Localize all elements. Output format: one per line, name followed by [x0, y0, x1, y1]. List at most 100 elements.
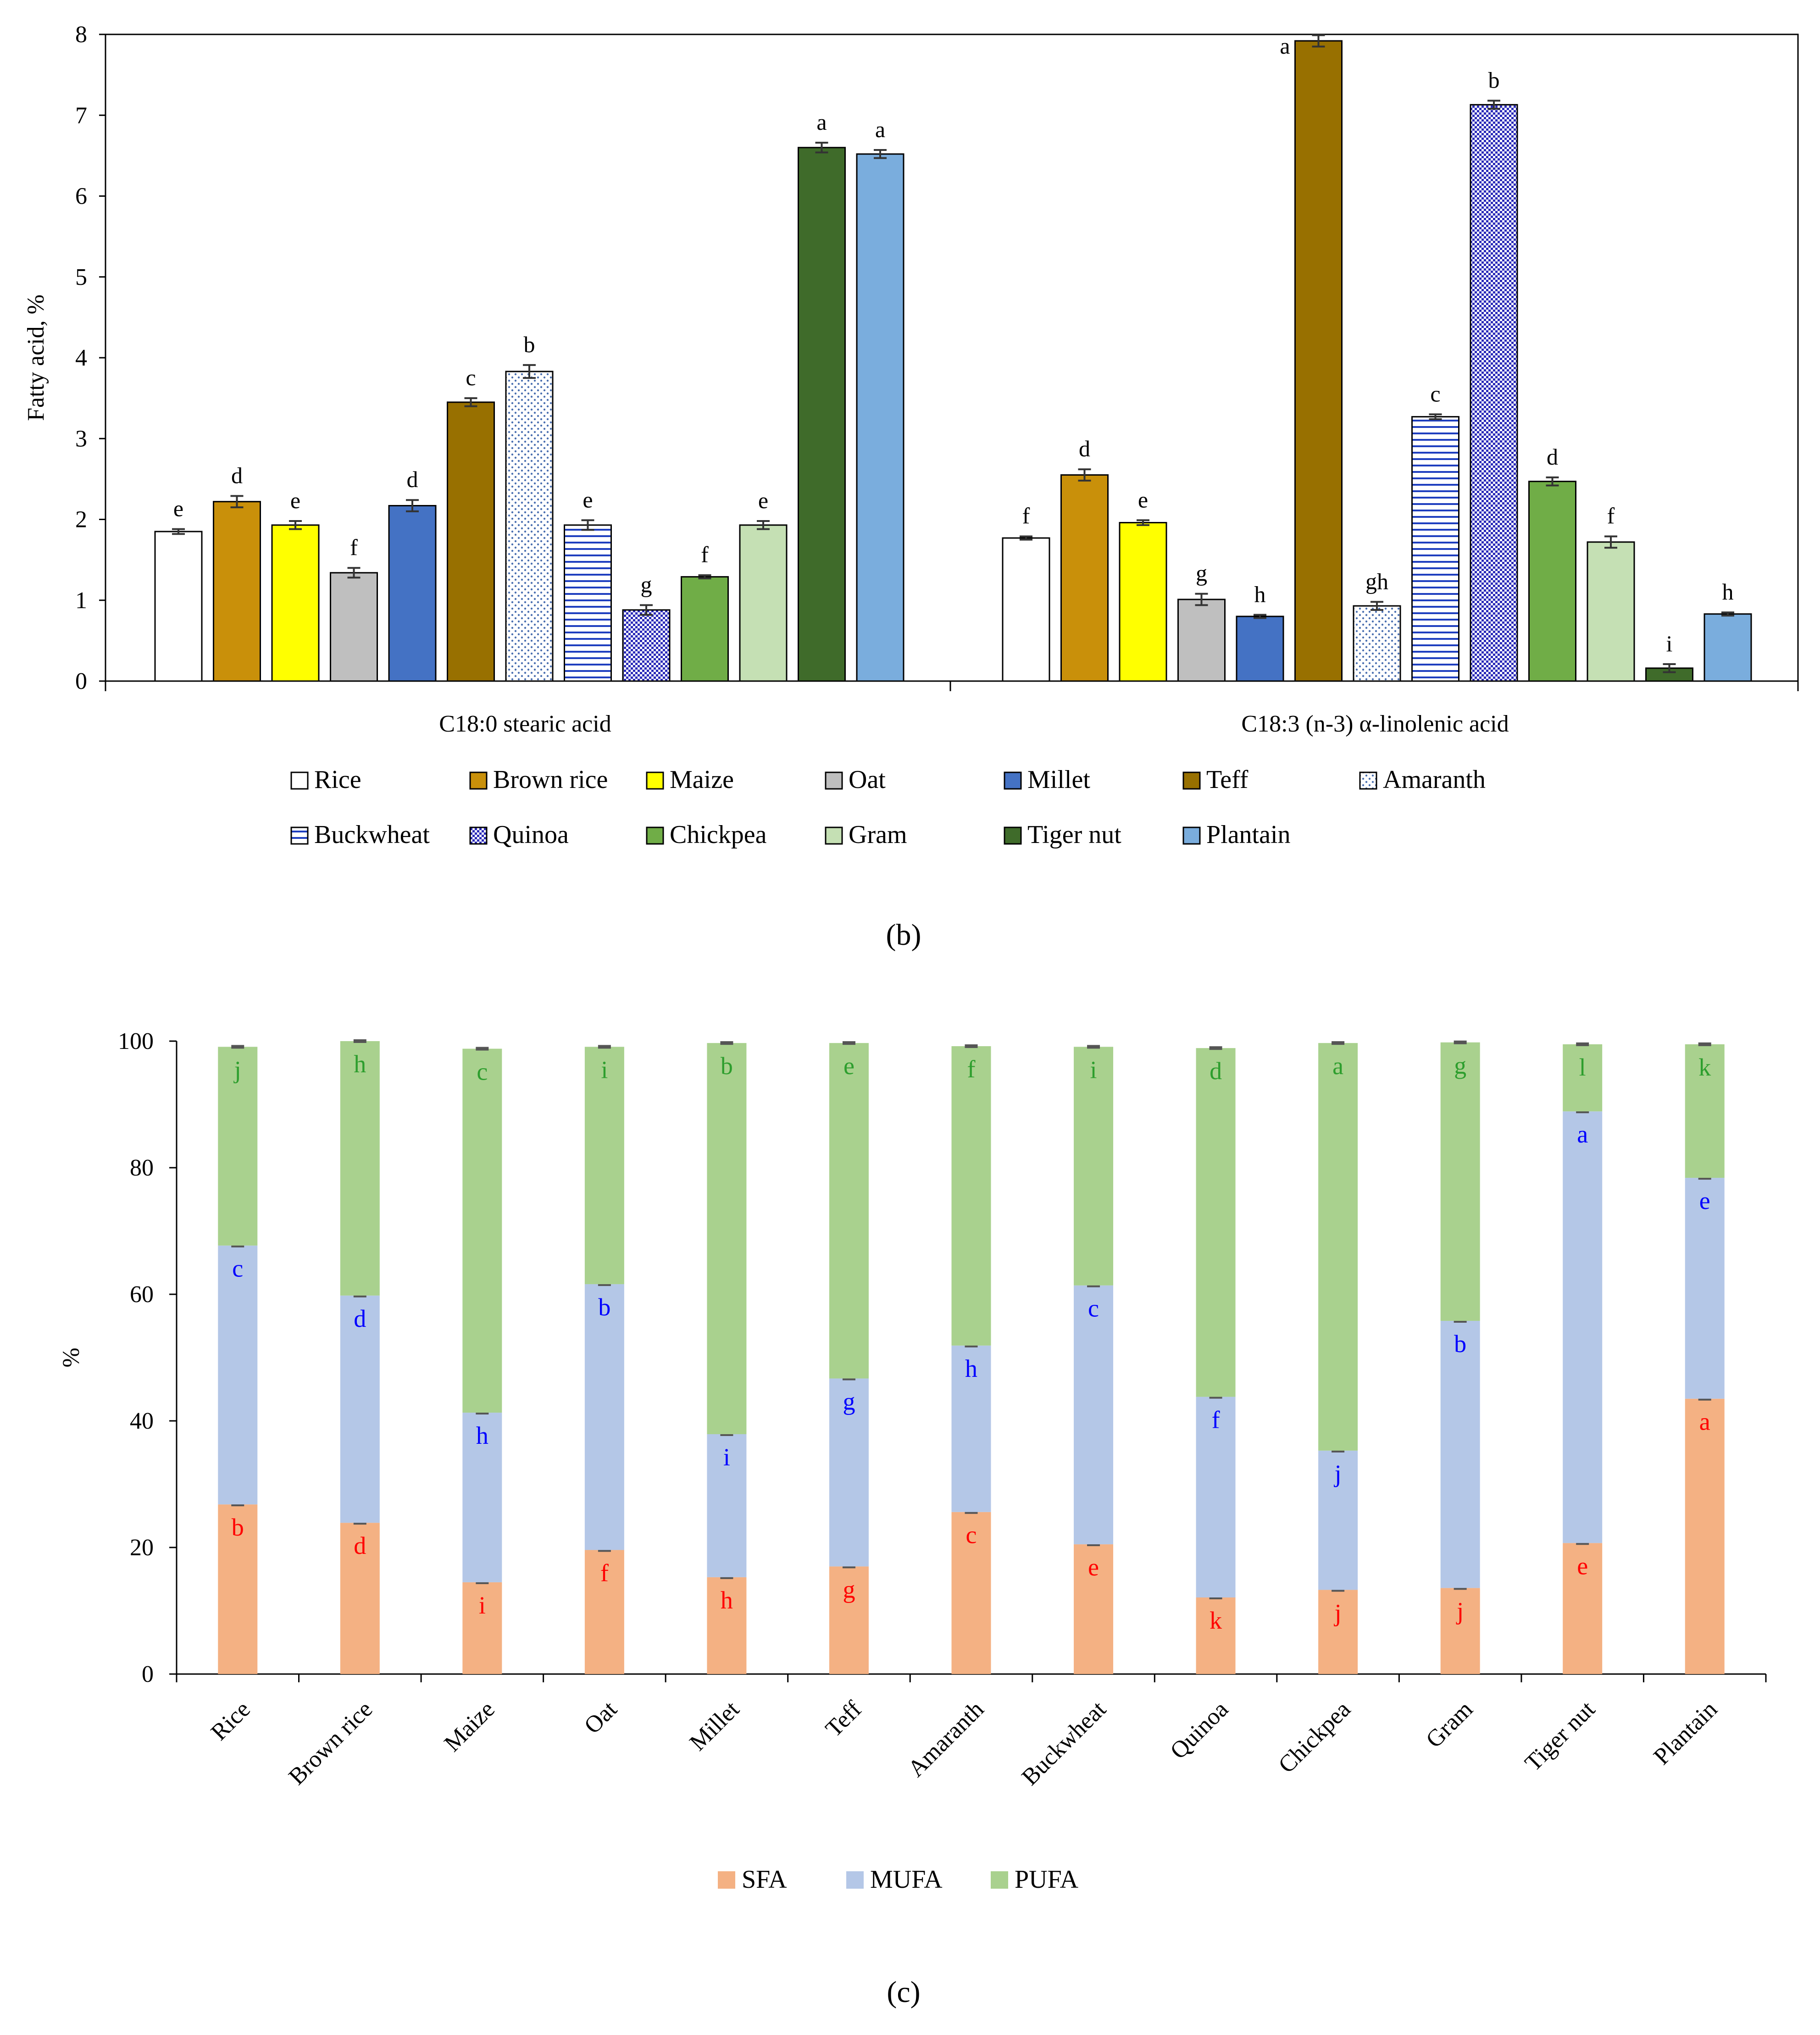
chart-b-bar-gram [1587, 541, 1635, 682]
chart-b-significance-label: d [231, 462, 243, 488]
chart-c-significance-label: d [1210, 1057, 1222, 1085]
chart-c-significance-label: j [1456, 1597, 1464, 1625]
chart-b-legend-label: Rice [314, 765, 361, 794]
chart-b-legend-label: Maize [670, 765, 734, 794]
chart-c-category-label: Millet [685, 1696, 745, 1756]
chart-b-bar-rice [1002, 537, 1050, 682]
chart-c-significance-label: g [843, 1388, 855, 1415]
chart-c-segment-mufa [1074, 1285, 1114, 1545]
chart-c-category-label: Tiger nut [1520, 1696, 1600, 1776]
chart-b-significance-label: a [816, 109, 827, 135]
chart-c-errorbar [476, 1047, 489, 1051]
chart-b-legend-label: Teff [1206, 765, 1248, 794]
chart-c-segment-sfa [340, 1523, 380, 1674]
chart-c-segment-sfa [829, 1566, 869, 1674]
chart-c-errorbar [1576, 1541, 1589, 1545]
chart-b-bar-brown-rice [1060, 474, 1109, 682]
chart-c-segment-pufa [1563, 1044, 1603, 1112]
chart-b-legend-label: Quinoa [493, 821, 569, 849]
chart-b-legend-label: Plantain [1206, 821, 1291, 849]
chart-b-legend-swatch-teff [1182, 771, 1201, 790]
chart-b-legend-label: Tiger nut [1027, 821, 1121, 849]
chart-b-bar-buckwheat [564, 524, 612, 682]
chart-b-ytick-label: 7 [75, 102, 87, 128]
chart-c-segment-sfa [584, 1550, 624, 1674]
chart-b-significance-label: f [701, 542, 709, 567]
chart-c-significance-label: c [232, 1255, 243, 1282]
chart-c-y-axis: 0 20 40 60 80 100 [118, 1028, 1767, 1687]
chart-b-significance-label: h [1722, 579, 1734, 604]
chart-c-ytick-label: 0 [142, 1661, 154, 1687]
chart-c-significance-label: c [1088, 1295, 1099, 1322]
chart-b-legend-swatch-millet [1004, 771, 1022, 790]
chart-c-significance-label: g [1454, 1052, 1466, 1079]
chart-c-segment-mufa [1318, 1450, 1358, 1590]
chart-c-significance-label: a [1699, 1408, 1710, 1436]
chart-b-significance-label: c [466, 365, 476, 390]
chart-b-bar-amaranth [505, 371, 554, 682]
chart-b-bar-millet [388, 505, 437, 682]
chart-b-bar-amaranth [1353, 605, 1401, 682]
chart-c-legend-label: MUFA [870, 1865, 943, 1894]
chart-c-significance-label: e [1088, 1553, 1099, 1581]
chart-b-legend: Rice Brown rice Maize Oat Millet Teff Amaranth… [290, 765, 1486, 849]
chart-b-significance-label: d [1547, 444, 1558, 470]
chart-c-legend-swatch-pufa [991, 1871, 1008, 1889]
chart-c-significance-label: b [1454, 1330, 1466, 1358]
chart-c-segment-pufa [340, 1041, 380, 1296]
chart-c-category-label: Buckwheat [1017, 1696, 1111, 1791]
chart-c-significance-label: k [1698, 1054, 1711, 1081]
chart-c-category-label: Quinoa [1165, 1696, 1234, 1764]
chart-b-bar-millet [1236, 615, 1284, 682]
chart-b-significance-label: gh [1365, 568, 1388, 594]
chart-c-segment-mufa [1685, 1178, 1725, 1399]
chart-b-bar-teff [447, 401, 495, 682]
chart-b-legend-swatch-rice [290, 771, 309, 790]
chart-c-segment-sfa [1074, 1544, 1114, 1674]
chart-c-significance-label: h [354, 1050, 366, 1078]
chart-c-significance-label: l [1579, 1054, 1586, 1081]
chart-c-significance-label: a [1332, 1052, 1343, 1080]
chart-b-bar-quinoa [1470, 104, 1518, 682]
chart-b-significance-label: a [1280, 33, 1290, 59]
chart-c-errorbar [1698, 1176, 1711, 1180]
chart-c: % 0 20 40 60 80 100 b c j d d h i h c f b i h i b g g e c h f e c i k… [58, 1028, 1767, 1894]
chart-c-segment-pufa [1196, 1048, 1236, 1397]
chart-b-ytick-label: 5 [75, 264, 87, 290]
chart-b-bar-maize [271, 524, 320, 682]
chart-c-significance-label: i [479, 1591, 486, 1619]
chart-c-segment-mufa [829, 1378, 869, 1567]
chart-c-significance-label: f [1212, 1406, 1220, 1434]
chart-b-legend-swatch-buckwheat [290, 826, 309, 845]
caption-c: (c) [887, 1975, 920, 2009]
chart-c-ytick-label: 40 [130, 1408, 154, 1434]
chart-c-segment-pufa [1440, 1042, 1480, 1321]
chart-c-significance-label: h [476, 1422, 488, 1449]
chart-c-segment-mufa [707, 1434, 747, 1577]
chart-b-group-label-1: C18:3 (n-3) α-linolenic acid [1241, 711, 1509, 737]
chart-c-significance-label: c [477, 1058, 488, 1086]
chart-c-category-label: Teff [821, 1696, 867, 1742]
chart-c-errorbar [1332, 1448, 1345, 1453]
chart-b-legend-swatch-plantain [1182, 826, 1201, 845]
chart-b-legend-swatch-brown-rice [469, 771, 488, 790]
chart-c-segment-mufa [340, 1295, 380, 1523]
chart-c-category-label: Gram [1421, 1696, 1478, 1753]
chart-c-segment-sfa [1685, 1398, 1725, 1674]
chart-c-legend-label: PUFA [1015, 1865, 1079, 1894]
chart-c-significance-label: a [1577, 1120, 1588, 1148]
chart-c-legend-swatch-sfa [718, 1871, 735, 1889]
chart-c-segment-pufa [462, 1048, 502, 1413]
chart-b-significance-label: f [350, 534, 358, 560]
chart-c-errorbar [1698, 1042, 1711, 1046]
chart-b-significance-label: i [1666, 631, 1673, 656]
chart-b-significance-label: b [524, 332, 535, 357]
chart-c-category-label: Maize [439, 1696, 500, 1757]
chart-b-bar-gram [739, 524, 788, 682]
chart-b-significance-label: f [1607, 503, 1615, 529]
chart-c-category-label: Rice [206, 1696, 255, 1746]
chart-b-legend-label: Brown rice [493, 765, 608, 794]
chart-c-significance-label: e [843, 1052, 855, 1080]
chart-c-errorbar [842, 1041, 855, 1045]
chart-b-significance-label: b [1488, 67, 1500, 93]
